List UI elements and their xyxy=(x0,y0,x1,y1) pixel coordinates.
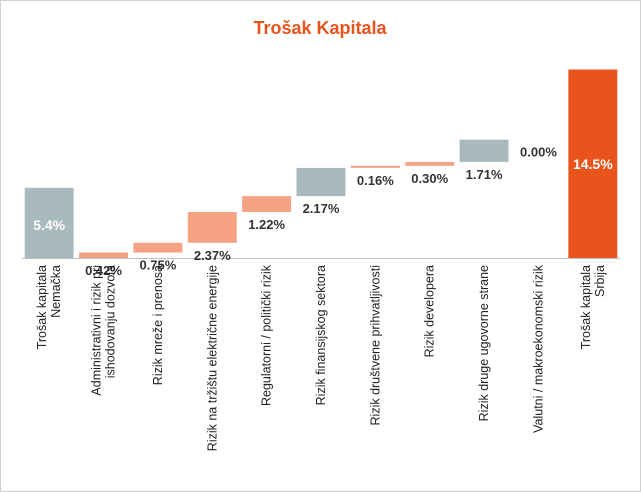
bar xyxy=(187,211,237,243)
x-tick-label-line: Rizik mreže i prenosa xyxy=(151,265,165,385)
x-tick-label-line: Rizik druge ugovorne strane xyxy=(477,265,491,421)
value-label: 2.17% xyxy=(303,201,340,216)
bar xyxy=(296,167,346,197)
x-tick-label: Trošak kapitalaSrbija xyxy=(579,265,607,349)
bar xyxy=(133,242,183,253)
x-tick-label-line: ishodovanju dozvola xyxy=(104,265,118,378)
x-tick-label: Rizik društvene prihvatljivosti xyxy=(368,265,382,425)
x-tick-label-line: Rizik developera xyxy=(423,265,437,357)
x-tick-label-line: Nemačka xyxy=(49,265,63,318)
value-label: 0.16% xyxy=(357,173,394,188)
x-tick-label: Rizik na tržištu električne energije xyxy=(205,265,219,451)
bar xyxy=(568,69,618,258)
x-tick-label: Rizik mreže i prenosa xyxy=(151,265,165,385)
x-tick-label: Regulatorni / politički rizik xyxy=(260,264,274,406)
x-tick-label: Administrativni i rizik priishodovanju d… xyxy=(90,265,118,396)
x-tick-label: Rizik finansijskog sektora xyxy=(314,265,328,405)
x-tick-label: Valutni / makroekonomski rizik xyxy=(531,264,545,433)
value-label: 1.71% xyxy=(466,167,503,182)
x-tick-label: Trošak kapitalaNemačka xyxy=(35,265,63,349)
x-tick-label-line: Rizik finansijskog sektora xyxy=(314,265,328,405)
x-tick-label: Rizik druge ugovorne strane xyxy=(477,265,491,421)
bar xyxy=(24,187,74,258)
bar xyxy=(79,252,129,258)
x-tick-label-line: Rizik društvene prihvatljivosti xyxy=(368,265,382,425)
x-tick-label-line: Valutni / makroekonomski rizik xyxy=(531,264,545,433)
bar xyxy=(459,139,509,162)
bar xyxy=(405,161,455,166)
value-label: 0.42% xyxy=(85,263,122,278)
value-label: 0.00% xyxy=(520,145,557,160)
x-tick-label-line: Administrativni i rizik pri xyxy=(90,265,104,396)
value-label: 14.5% xyxy=(573,156,613,172)
bar xyxy=(350,165,400,168)
x-tick-label-line: Rizik na tržištu električne energije xyxy=(205,265,219,451)
value-label: 0.75% xyxy=(139,258,176,273)
x-tick-label-line: Trošak kapitala xyxy=(579,265,593,349)
chart-title: Trošak Kapitala xyxy=(253,18,387,38)
value-label: 2.37% xyxy=(194,248,231,263)
x-tick-label-line: Srbija xyxy=(593,265,607,297)
value-label: 1.22% xyxy=(248,217,285,232)
value-label: 5.4% xyxy=(33,217,65,233)
x-tick-label-line: Regulatorni / politički rizik xyxy=(260,264,274,406)
value-label: 0.30% xyxy=(411,171,448,186)
x-tick-label-line: Trošak kapitala xyxy=(35,265,49,349)
bar xyxy=(242,196,292,212)
x-tick-label: Rizik developera xyxy=(423,265,437,357)
